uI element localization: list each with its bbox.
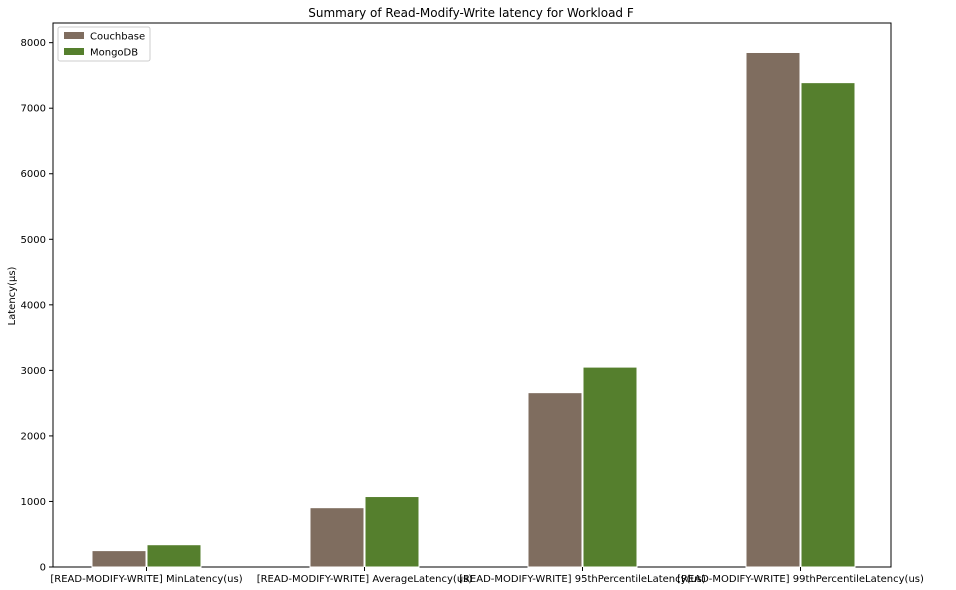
y-tick-label: 3000	[21, 366, 46, 377]
legend-swatch-couchbase	[64, 32, 84, 39]
x-tick-label: [READ-MODIFY-WRITE] AverageLatency(us)	[257, 574, 473, 585]
x-tick-label: [READ-MODIFY-WRITE] MinLatency(us)	[50, 574, 242, 585]
bar-couchbase-0	[91, 550, 147, 568]
plot-frame	[52, 22, 892, 568]
bar-mongodb-2	[582, 366, 638, 568]
bar-mongodb-3	[800, 82, 856, 568]
y-tick-label: 2000	[21, 431, 46, 442]
y-axis-label: Latency(µs)	[7, 266, 18, 325]
bar-couchbase-3	[745, 51, 801, 568]
plot-area: 0 1000 2000 3000 4000 5000 6000 7000 8000 [READ-M…	[21, 22, 924, 585]
legend: Couchbase MongoDB	[57, 26, 151, 62]
y-tick-label: 0	[40, 563, 46, 574]
y-tick-label: 1000	[21, 497, 46, 508]
y-tick-label: 4000	[21, 300, 46, 311]
x-tick-label: [READ-MODIFY-WRITE] 95thPercentileLatenc…	[459, 574, 706, 585]
bar-couchbase-2	[527, 392, 583, 568]
x-tick-label: [READ-MODIFY-WRITE] 99thPercentileLatenc…	[677, 574, 924, 585]
bar-couchbase-1	[309, 507, 365, 568]
bar-mongodb-1	[364, 496, 420, 568]
legend-swatch-mongodb	[64, 48, 84, 55]
y-tick-label: 6000	[21, 169, 46, 180]
legend-label-couchbase: Couchbase	[90, 32, 145, 43]
chart-title: Summary of Read-Modify-Write latency for…	[308, 6, 634, 20]
legend-label-mongodb: MongoDB	[90, 48, 138, 59]
bar-mongodb-0	[146, 544, 202, 568]
y-tick-label: 8000	[21, 38, 46, 49]
y-tick-label: 5000	[21, 235, 46, 246]
y-tick-label: 7000	[21, 104, 46, 115]
